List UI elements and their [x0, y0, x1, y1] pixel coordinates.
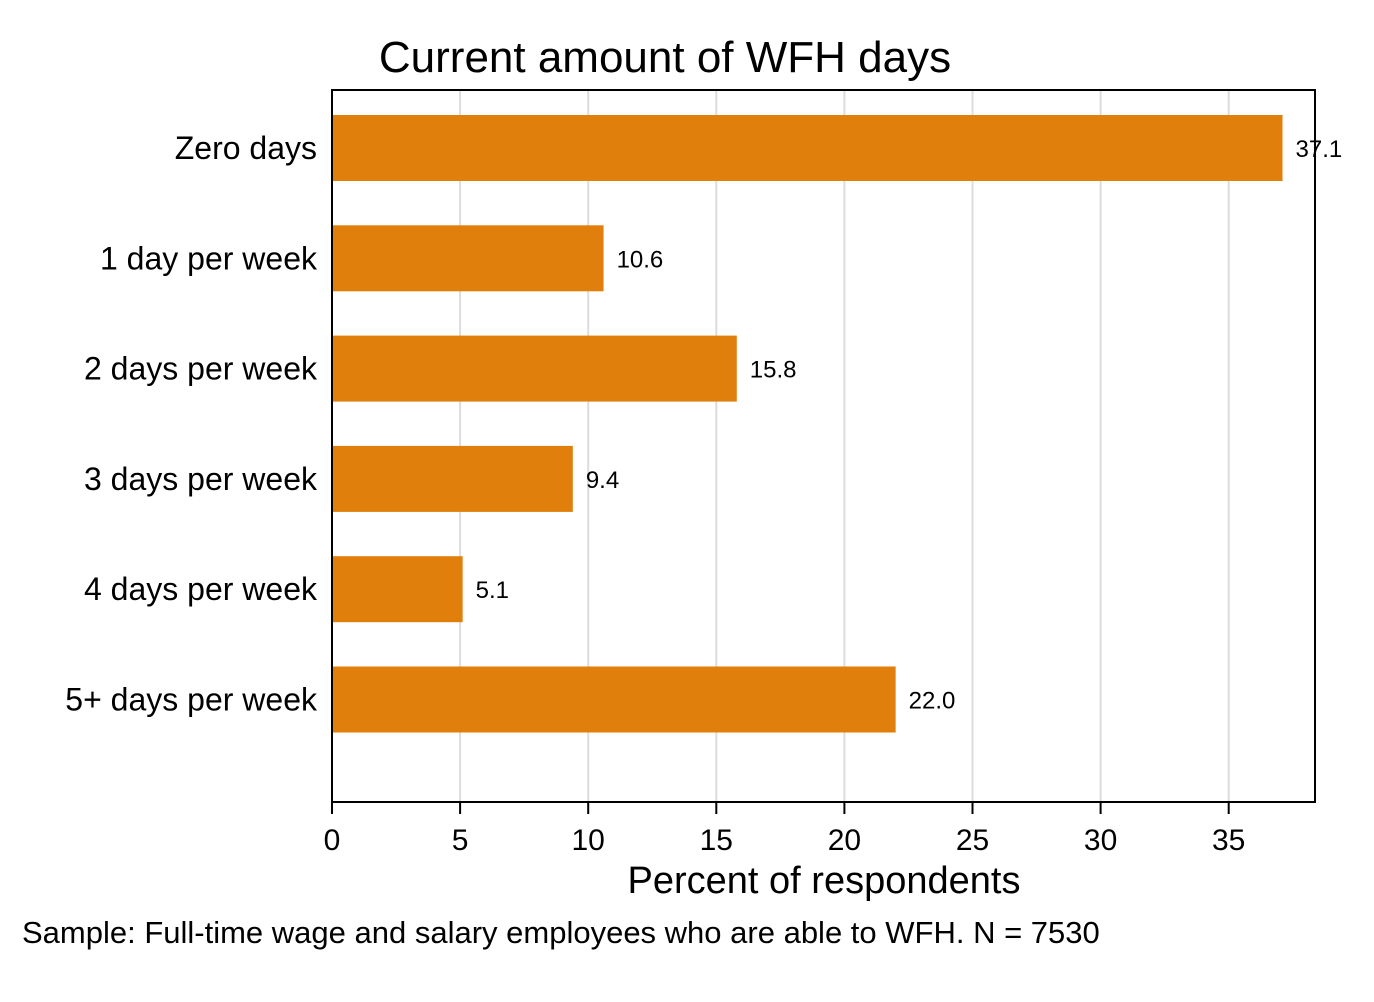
bar-value-label: 5.1: [476, 577, 509, 604]
bar: [332, 556, 463, 623]
sample-note: Sample: Full-time wage and salary employ…: [22, 915, 1100, 950]
bar: [332, 445, 573, 512]
bar-value-label: 10.6: [617, 246, 664, 273]
x-tick-label: 25: [956, 824, 989, 857]
category-label: 4 days per week: [84, 571, 318, 607]
x-axis-ticks: 0 5 10 15 20 25 30 35: [324, 802, 1245, 857]
category-labels: Zero days 1 day per week 2 days per week 3 …: [65, 130, 318, 718]
x-tick-label: 35: [1212, 824, 1245, 857]
gridlines: [459, 91, 1230, 801]
bars: [332, 115, 1283, 733]
x-tick-label: 20: [828, 824, 861, 857]
bar: [332, 225, 604, 292]
category-label: Zero days: [175, 130, 317, 166]
bar: [332, 115, 1283, 181]
x-tick-label: 10: [572, 824, 605, 857]
chart-title: Current amount of WFH days: [379, 33, 951, 82]
x-tick-label: 15: [700, 824, 733, 857]
category-label: 1 day per week: [100, 240, 318, 276]
value-labels: 37.1 10.6 15.8 9.4 5.1 22.0: [476, 136, 1343, 715]
bar-value-label: 9.4: [586, 467, 619, 494]
bar-value-label: 37.1: [1296, 136, 1343, 163]
bar-value-label: 15.8: [750, 357, 797, 384]
bar: [332, 335, 737, 402]
category-label: 5+ days per week: [65, 682, 318, 718]
x-tick-label: 0: [324, 824, 341, 857]
category-label: 3 days per week: [84, 461, 318, 497]
bar: [332, 666, 896, 733]
plot-frame: [331, 89, 1316, 803]
x-tick-label: 30: [1084, 824, 1117, 857]
x-axis-title: Percent of respondents: [628, 860, 1021, 902]
x-tick-label: 5: [452, 824, 469, 857]
category-label: 2 days per week: [84, 351, 318, 387]
bar-value-label: 22.0: [909, 688, 956, 715]
